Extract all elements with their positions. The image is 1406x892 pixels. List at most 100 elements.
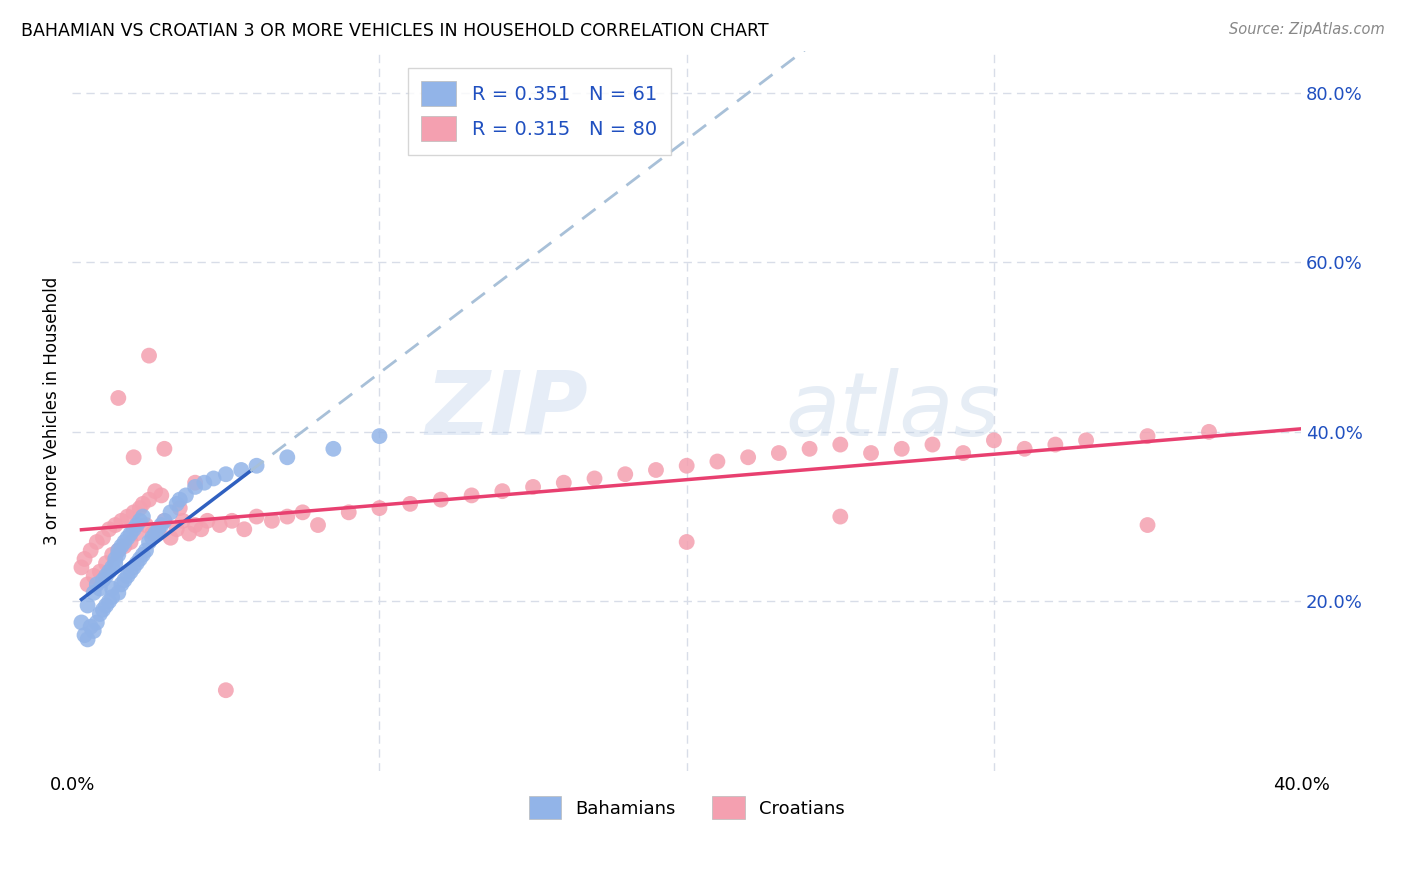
- Point: [184, 480, 207, 494]
- Point: [101, 590, 124, 604]
- Point: [193, 475, 215, 490]
- Point: [645, 463, 668, 477]
- Point: [583, 471, 606, 485]
- Point: [70, 560, 93, 574]
- Point: [107, 548, 129, 562]
- Point: [460, 488, 482, 502]
- Point: [107, 391, 129, 405]
- Point: [98, 522, 121, 536]
- Point: [430, 492, 453, 507]
- Point: [83, 586, 105, 600]
- Point: [276, 509, 298, 524]
- Point: [983, 434, 1005, 448]
- Point: [141, 526, 163, 541]
- Point: [120, 565, 142, 579]
- Point: [368, 501, 391, 516]
- Point: [125, 518, 148, 533]
- Point: [190, 522, 212, 536]
- Point: [73, 552, 96, 566]
- Point: [114, 573, 136, 587]
- Point: [91, 531, 114, 545]
- Point: [122, 450, 145, 465]
- Legend: Bahamians, Croatians: Bahamians, Croatians: [522, 789, 852, 827]
- Point: [159, 531, 181, 545]
- Point: [1045, 437, 1067, 451]
- Point: [322, 442, 344, 456]
- Point: [107, 543, 129, 558]
- Point: [491, 484, 513, 499]
- Point: [166, 522, 188, 536]
- Point: [98, 594, 121, 608]
- Point: [169, 501, 191, 516]
- Point: [706, 454, 728, 468]
- Point: [197, 514, 219, 528]
- Point: [675, 458, 697, 473]
- Point: [120, 535, 142, 549]
- Text: BAHAMIAN VS CROATIAN 3 OR MORE VEHICLES IN HOUSEHOLD CORRELATION CHART: BAHAMIAN VS CROATIAN 3 OR MORE VEHICLES …: [21, 22, 769, 40]
- Point: [107, 586, 129, 600]
- Point: [132, 509, 155, 524]
- Point: [1074, 434, 1097, 448]
- Point: [215, 467, 238, 482]
- Point: [79, 543, 101, 558]
- Point: [132, 497, 155, 511]
- Point: [337, 505, 360, 519]
- Point: [117, 509, 139, 524]
- Y-axis label: 3 or more Vehicles in Household: 3 or more Vehicles in Household: [44, 277, 60, 545]
- Point: [86, 615, 108, 630]
- Point: [104, 518, 127, 533]
- Point: [221, 514, 243, 528]
- Point: [107, 543, 129, 558]
- Point: [1198, 425, 1220, 439]
- Point: [138, 535, 160, 549]
- Point: [153, 514, 176, 528]
- Point: [522, 480, 544, 494]
- Point: [86, 577, 108, 591]
- Point: [132, 548, 155, 562]
- Point: [94, 556, 117, 570]
- Point: [83, 624, 105, 638]
- Point: [98, 565, 121, 579]
- Point: [114, 535, 136, 549]
- Point: [89, 607, 111, 621]
- Point: [76, 632, 98, 647]
- Point: [110, 514, 132, 528]
- Point: [737, 450, 759, 465]
- Point: [952, 446, 974, 460]
- Point: [245, 509, 267, 524]
- Point: [553, 475, 575, 490]
- Point: [768, 446, 790, 460]
- Point: [245, 458, 267, 473]
- Point: [73, 628, 96, 642]
- Point: [89, 582, 111, 596]
- Point: [122, 505, 145, 519]
- Point: [101, 548, 124, 562]
- Point: [215, 683, 238, 698]
- Point: [104, 552, 127, 566]
- Point: [70, 615, 93, 630]
- Point: [231, 463, 253, 477]
- Point: [184, 518, 207, 533]
- Point: [148, 522, 170, 536]
- Point: [172, 514, 194, 528]
- Point: [89, 565, 111, 579]
- Point: [94, 569, 117, 583]
- Point: [202, 471, 225, 485]
- Point: [614, 467, 637, 482]
- Point: [110, 539, 132, 553]
- Point: [117, 531, 139, 545]
- Point: [1136, 429, 1159, 443]
- Point: [128, 552, 150, 566]
- Point: [276, 450, 298, 465]
- Point: [150, 518, 173, 533]
- Point: [208, 518, 231, 533]
- Point: [169, 492, 191, 507]
- Point: [128, 514, 150, 528]
- Point: [120, 526, 142, 541]
- Point: [94, 599, 117, 613]
- Point: [159, 505, 181, 519]
- Point: [143, 526, 166, 541]
- Point: [122, 522, 145, 536]
- Point: [86, 535, 108, 549]
- Point: [104, 556, 127, 570]
